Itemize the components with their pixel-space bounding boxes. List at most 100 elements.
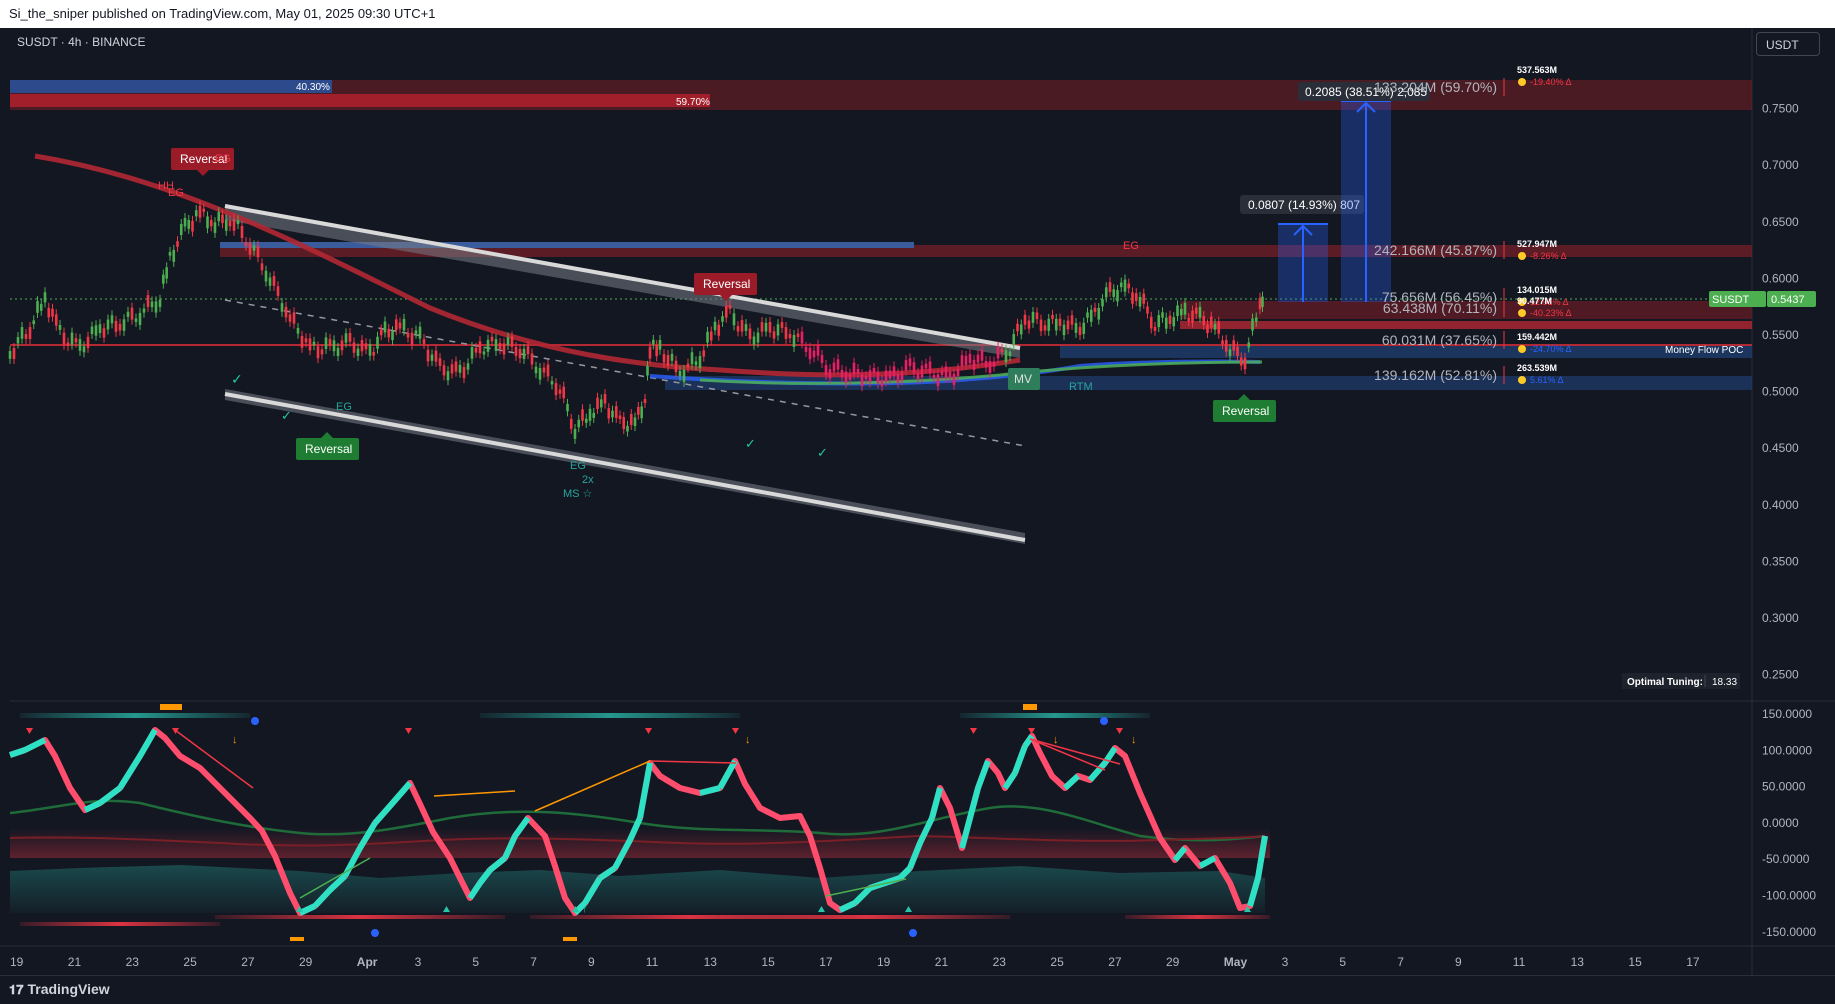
candle-body [236, 220, 240, 225]
candle-body [744, 324, 748, 331]
osc-tick: -100.0000 [1762, 889, 1816, 903]
candle-body [880, 379, 884, 387]
candle-body [494, 339, 498, 351]
candle-body [1217, 321, 1221, 334]
candle-body [690, 352, 694, 365]
candle-body [213, 222, 217, 233]
candle-body [643, 399, 647, 404]
candle-body [904, 360, 908, 371]
optimal-tuning-box: Optimal Tuning: 18.33 [1622, 673, 1740, 689]
candle-body [900, 371, 904, 381]
candle-body [1127, 283, 1131, 289]
candle-body [864, 376, 868, 380]
candle-body [932, 374, 936, 379]
candle-body [368, 343, 372, 356]
candle-body [198, 205, 202, 218]
price-tick: 0.6000 [1762, 271, 1799, 285]
candle-body [780, 322, 784, 328]
eg-label-5: EG [570, 460, 586, 472]
candle-body [332, 340, 336, 352]
candle-body [47, 307, 51, 318]
time-tick: 13 [1571, 955, 1585, 969]
osc-tick: 50.0000 [1762, 780, 1806, 794]
time-tick: May [1224, 955, 1248, 969]
oscillator-axis[interactable]: 150.0000 100.0000 50.0000 0.0000 -50.0000 -10… [1762, 707, 1816, 939]
candle-body [1164, 317, 1168, 329]
candle-body [836, 359, 840, 370]
measure-tool-large[interactable]: 0.2085 (38.51%) 2,085 [1298, 82, 1430, 302]
candle-body [558, 389, 562, 394]
measure-tool-small[interactable]: 0.0807 (14.93%) 807 [1240, 195, 1364, 302]
candle-body [1138, 296, 1142, 307]
price-tick: 0.3500 [1762, 554, 1799, 568]
candle-body [912, 362, 916, 374]
candle-body [748, 328, 752, 340]
level-label: 139.162M (52.81%) 263.539M 5.61% Δ [1374, 363, 1564, 385]
candle-body [944, 366, 948, 379]
svg-text:537.563M: 537.563M [1517, 65, 1557, 75]
price-tick: 0.4000 [1762, 498, 1799, 512]
candle-body [70, 332, 74, 345]
candle-body [984, 360, 988, 368]
candle-body [110, 315, 114, 324]
candle-body [554, 383, 558, 396]
candle-body [28, 326, 32, 339]
volume-profile-top: 40.30% 59.70% [10, 80, 1752, 110]
level-label: 242.166M (45.87%) 527.947M -8.26% Δ [1374, 239, 1567, 261]
oscillator-pane[interactable] [9, 704, 1270, 941]
chart-frame[interactable]: 40.30% 59.70% 0.0807 (14.93%) 807 [0, 28, 1835, 975]
candle-body [217, 212, 221, 222]
svg-text:↓: ↓ [1131, 734, 1137, 746]
candle-body [1236, 346, 1239, 356]
time-tick: 25 [183, 955, 197, 969]
svg-text:Reversal: Reversal [180, 152, 227, 166]
candle-body [114, 320, 118, 332]
price-pane[interactable] [10, 28, 1752, 700]
candle-body [916, 372, 920, 380]
candle-body [800, 331, 804, 344]
candle-body [372, 352, 376, 356]
candle-body [1146, 306, 1149, 314]
vol-pct-blue: 40.30% [296, 82, 330, 93]
candle-body [592, 412, 596, 418]
currency-button[interactable]: USDT [1756, 32, 1820, 56]
tradingview-logo[interactable]: 𝟏𝟕 TradingView [9, 981, 110, 998]
time-tick: 5 [1339, 955, 1346, 969]
candle-body [760, 322, 764, 332]
candle-body [162, 274, 165, 284]
candle-body [82, 346, 86, 353]
chart-canvas[interactable]: 40.30% 59.70% 0.0807 (14.93%) 807 [0, 28, 1835, 975]
candle-body [952, 373, 956, 385]
candle-body [816, 344, 820, 356]
candle-body [221, 214, 224, 224]
price-tick: 0.7000 [1762, 158, 1799, 172]
candle-body [138, 312, 142, 325]
svg-text:63.438M (70.11%): 63.438M (70.11%) [1383, 300, 1497, 316]
candle-body [1054, 318, 1058, 331]
candle-body [179, 224, 183, 236]
candle-body [168, 252, 172, 256]
candle-body [434, 350, 438, 362]
price-axis[interactable]: 0.80000.75000.70000.65000.60000.55000.50… [1762, 45, 1799, 682]
time-axis[interactable]: 19 21 23 25 27 29 Apr 3 5 7 9 11 13 15 17 19 21 23 25 27 29 M… [10, 955, 1700, 969]
candle-body [633, 417, 637, 427]
candle-body [252, 245, 256, 251]
candle-body [992, 361, 996, 367]
candle-body [1243, 357, 1247, 370]
candle-body [1261, 296, 1264, 308]
svg-text:60.031M (37.65%): 60.031M (37.65%) [1382, 332, 1497, 348]
candle-body [430, 354, 434, 361]
candle-body [964, 355, 968, 365]
candle-body [860, 374, 864, 387]
candle-body [256, 245, 260, 258]
candle-body [106, 319, 110, 330]
candle-body [118, 323, 122, 331]
symbol-info[interactable]: SUSDT · 4h · BINANCE [17, 35, 146, 49]
candle-body [948, 371, 952, 378]
time-tick: 9 [1455, 955, 1462, 969]
candle-body [1232, 340, 1236, 351]
candle-body [530, 353, 534, 365]
mv-label: MV [1008, 368, 1040, 390]
candle-body [1191, 310, 1194, 323]
time-tick: 21 [68, 955, 82, 969]
